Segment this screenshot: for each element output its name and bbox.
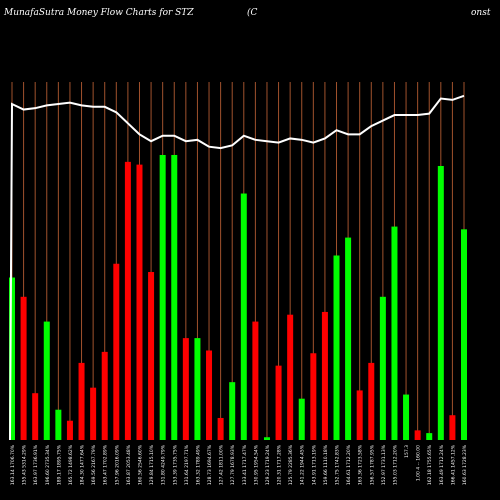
x-tick-label: 163.32 1789.49% bbox=[195, 444, 201, 485]
x-tick-label: 162.18 1755.65% bbox=[427, 444, 433, 485]
bar bbox=[229, 382, 236, 440]
bar bbox=[252, 321, 259, 440]
x-tick-label: 1.00 4 -- 160.00 bbox=[416, 445, 422, 481]
x-tick-label: 131.64 2197.71% bbox=[184, 444, 190, 485]
bar bbox=[403, 394, 410, 440]
x-tick-label: 129.84 1715.10% bbox=[149, 444, 155, 485]
money-flow-line bbox=[9, 94, 465, 441]
bar bbox=[194, 338, 201, 440]
x-tick-label: 127.42 1811.00% bbox=[219, 444, 225, 485]
bar bbox=[171, 154, 178, 440]
bar bbox=[136, 164, 143, 440]
bar bbox=[9, 277, 15, 440]
x-tick-label: 155.43 5314.29% bbox=[22, 444, 28, 485]
x-tick-label: 131.80 4249.79% bbox=[161, 444, 167, 485]
x-tick-label: 189.17 1895.75% bbox=[56, 444, 62, 485]
bar bbox=[368, 362, 375, 440]
x-tick-label: 152.97 1731.13% bbox=[381, 444, 387, 485]
x-tick-label: 157.3 bbox=[404, 445, 410, 458]
bar bbox=[287, 314, 294, 440]
bar bbox=[78, 362, 85, 440]
bar bbox=[379, 296, 386, 440]
bar bbox=[90, 387, 97, 440]
bar bbox=[426, 433, 433, 440]
x-tick-label: 143.91 1713.19% bbox=[311, 444, 317, 485]
bar bbox=[148, 272, 155, 440]
x-tick-label: 127.79 1678.93% bbox=[230, 444, 236, 485]
x-tick-label: 184.30 1477.64% bbox=[80, 444, 86, 485]
bar bbox=[101, 351, 108, 440]
x-tick-label: 160.56 2546.60% bbox=[137, 444, 143, 485]
x-tick-label: 163.97 1736.91% bbox=[33, 444, 39, 485]
x-tick-label: 133.41 1717.47% bbox=[242, 444, 248, 485]
bar bbox=[20, 296, 27, 440]
x-tick-label: 163.47 1702.89% bbox=[103, 444, 109, 485]
bar bbox=[240, 193, 247, 440]
bar bbox=[449, 415, 456, 440]
bar bbox=[113, 263, 120, 440]
bar bbox=[206, 350, 213, 440]
bar bbox=[32, 393, 39, 440]
bar bbox=[356, 390, 363, 440]
bar bbox=[461, 229, 467, 440]
ticker-label-end: onst bbox=[471, 8, 491, 18]
x-tick-label: 125.79 2285.36% bbox=[288, 444, 294, 485]
x-tick-label: 153.39 1735.75% bbox=[172, 444, 178, 485]
x-tick-label: 130.95 1954.54% bbox=[253, 444, 259, 485]
x-tick-label: 163.87 2053.48% bbox=[126, 444, 132, 485]
x-tick-label: 163.14 1706.70% bbox=[10, 444, 16, 485]
x-tick-label: 128.73 1694.67% bbox=[207, 444, 213, 485]
x-tick-label: 129.23 1719.24% bbox=[265, 444, 271, 485]
x-tick-label: 165.72 1498.62% bbox=[68, 444, 74, 485]
x-tick-label: 164.61 1712.20% bbox=[346, 444, 352, 485]
bar bbox=[298, 398, 305, 440]
bar bbox=[345, 237, 352, 440]
x-tick-label: 152.75 1742.83% bbox=[335, 444, 341, 485]
bar bbox=[66, 420, 73, 440]
x-tick-label: 196.60 2735.34% bbox=[45, 444, 51, 485]
ticker-label-start: (C bbox=[247, 8, 258, 18]
bar bbox=[159, 154, 166, 440]
chart-header: MunafaSutra Money Flow Charts for STZ (C… bbox=[0, 0, 500, 30]
x-tick-label: 163.36 1723.58% bbox=[358, 444, 364, 485]
x-tick-label: 157.96 2016.09% bbox=[114, 444, 120, 485]
x-tick-label: 120.31 1717.28% bbox=[277, 444, 283, 485]
x-tick-label: 166.41 1457.12% bbox=[450, 444, 456, 485]
x-tick-label: 160.63 1728.23% bbox=[462, 444, 468, 485]
x-tick-label: 159.66 1110.18% bbox=[323, 444, 329, 485]
bar bbox=[263, 437, 270, 440]
bar bbox=[437, 165, 444, 440]
bar bbox=[414, 430, 421, 440]
bar bbox=[310, 353, 317, 440]
bar bbox=[391, 226, 398, 440]
bar bbox=[124, 161, 131, 440]
x-tick-label: 169.56 2167.79% bbox=[91, 444, 97, 485]
bar bbox=[275, 365, 282, 440]
bar bbox=[182, 338, 189, 440]
x-tick-label: 141.22 1944.45% bbox=[300, 444, 306, 485]
bar bbox=[43, 321, 50, 440]
x-tick-label: 163.49 1712.24% bbox=[439, 444, 445, 485]
bar bbox=[321, 311, 328, 440]
bar bbox=[55, 409, 62, 440]
chart-title: MunafaSutra Money Flow Charts for STZ bbox=[4, 8, 194, 18]
bar bbox=[333, 255, 340, 440]
x-tick-label: 155.03 1712.20% bbox=[392, 444, 398, 485]
x-tick-label: 156.57 1787.95% bbox=[369, 444, 375, 485]
bar bbox=[217, 417, 224, 440]
